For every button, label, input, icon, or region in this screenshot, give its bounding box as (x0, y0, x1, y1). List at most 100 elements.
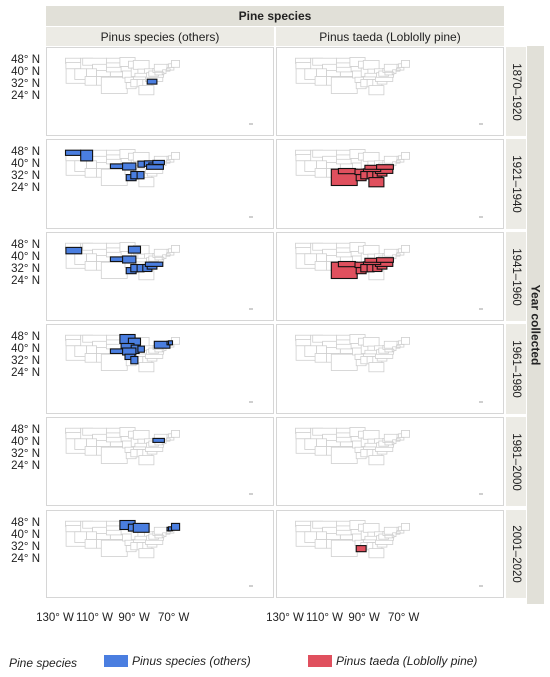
state-or (295, 524, 313, 533)
state-de (161, 71, 165, 75)
state-nd (106, 149, 122, 156)
state-nh-highlighted (167, 340, 174, 346)
state-nc (375, 76, 394, 82)
state-me (401, 336, 411, 345)
state-nd (336, 242, 352, 249)
state-az (314, 168, 327, 178)
y-tick-label: 48° N (11, 330, 40, 343)
island-marker (479, 308, 483, 310)
state-ut (316, 345, 327, 354)
facet-row-label: 1921–1940 (506, 139, 526, 229)
y-tick-label: 24° N (11, 460, 40, 473)
state-nj (392, 439, 397, 444)
y-tick-label: 48° N (11, 53, 40, 66)
state-nc (145, 539, 164, 545)
state-va-highlighted (146, 164, 164, 170)
state-nc (375, 539, 394, 545)
y-tick-label: 24° N (11, 275, 40, 288)
state-nj (162, 254, 167, 259)
y-tick-label: 24° N (11, 553, 40, 566)
state-mo-highlighted (122, 162, 137, 171)
map-panel (276, 232, 504, 321)
state-fl (368, 85, 385, 96)
facet-column-header-others: Pinus species (others) (46, 27, 274, 46)
y-tick-label: 24° N (11, 90, 40, 103)
state-ut (86, 160, 97, 169)
y-tick-label: 32° N (11, 263, 40, 276)
state-de (161, 348, 165, 352)
state-or (65, 524, 83, 533)
state-az (84, 539, 97, 549)
legend-title: Pine species (9, 656, 78, 670)
state-mi (362, 429, 380, 440)
island-marker (479, 216, 483, 218)
state-wi-highlighted (127, 245, 142, 254)
state-ut (86, 68, 97, 77)
facet-row-label: 1961–1980 (506, 324, 526, 414)
state-ct (396, 531, 401, 534)
y-tick-label: 40° N (11, 528, 40, 541)
state-de (391, 534, 395, 538)
state-nj (392, 346, 397, 351)
state-or (295, 431, 313, 440)
y-tick-label: 48° N (11, 145, 40, 158)
state-nj (162, 532, 167, 537)
map-panel (46, 510, 274, 598)
state-or-highlighted (65, 246, 83, 255)
island-marker (249, 401, 253, 403)
state-ct (166, 438, 171, 441)
row-title: Year collected (528, 284, 543, 366)
state-tx (100, 446, 128, 464)
state-me-highlighted (170, 522, 181, 531)
state-ut (86, 253, 97, 262)
x-tick-label: 130° W (266, 612, 304, 624)
state-de (391, 71, 395, 75)
island-marker (249, 308, 253, 310)
map-panel (276, 510, 504, 598)
state-me (401, 244, 411, 253)
state-nd (106, 427, 122, 434)
legend-swatch-others (104, 655, 128, 667)
state-me (401, 429, 411, 438)
state-id-highlighted (80, 149, 94, 162)
state-nj (392, 161, 397, 166)
state-or (295, 246, 313, 255)
state-or (295, 153, 313, 162)
state-az (314, 446, 327, 456)
state-ut (316, 253, 327, 262)
state-ct (396, 345, 401, 348)
state-or (65, 61, 83, 70)
state-me (171, 429, 181, 438)
state-tx (330, 353, 358, 371)
state-nd (336, 334, 352, 341)
island-marker (249, 216, 253, 218)
x-tick-label: 70° W (157, 612, 190, 624)
island-marker (479, 123, 483, 125)
facet-row-label: 1941–1960 (506, 232, 526, 321)
legend-label-others: Pinus species (others) (132, 654, 251, 668)
state-mi (132, 151, 150, 162)
state-ok-highlighted (337, 167, 356, 175)
map-panel (46, 47, 274, 136)
state-ut (316, 531, 327, 540)
state-de (391, 348, 395, 352)
state-az (84, 353, 97, 363)
island-marker (479, 401, 483, 403)
y-tick-label: 40° N (11, 65, 40, 78)
x-tick-label: 130° W (36, 612, 74, 624)
legend-swatch-taeda (308, 655, 332, 667)
state-fl (368, 455, 385, 466)
y-tick-label: 32° N (11, 78, 40, 91)
state-fl (138, 455, 155, 466)
facet-row-label: 1981–2000 (506, 417, 526, 506)
state-ut (316, 438, 327, 447)
y-tick-label: 32° N (11, 541, 40, 554)
state-wa-highlighted (64, 149, 82, 156)
island-marker (249, 585, 253, 587)
state-ut (86, 438, 97, 447)
y-tick-label: 24° N (11, 367, 40, 380)
state-ms-highlighted (130, 355, 139, 365)
state-tx (330, 76, 358, 94)
facet-column-header-taeda: Pinus taeda (Loblolly pine) (276, 27, 504, 46)
y-tick-label: 40° N (11, 342, 40, 355)
